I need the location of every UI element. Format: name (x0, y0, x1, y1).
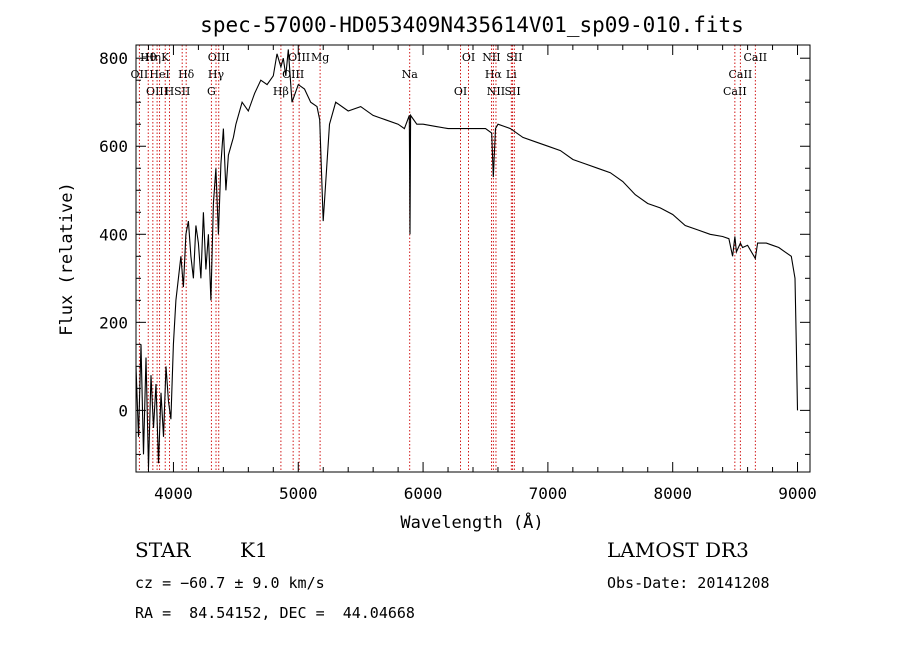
line-label: HeI (149, 68, 169, 81)
spectral-line-markers: Hθ OII OIII K HeI H Hη Hδ SII OIII Hγ G OIII OIII Hβ Mg… (131, 45, 767, 472)
chart-title: spec-57000-HD053409N435614V01_sp09-010.f… (200, 13, 744, 37)
y-tick-label: 200 (99, 313, 128, 332)
line-label: SII (506, 51, 522, 64)
line-label: Hα (485, 68, 503, 81)
coordinates: RA = 84.54152, DEC = 44.04668 (135, 604, 415, 622)
survey-name: LAMOST DR3 (607, 538, 749, 562)
y-axis-label: Flux (relative) (57, 182, 77, 336)
line-label: G (207, 85, 216, 98)
x-tick-label: 8000 (653, 484, 692, 503)
x-tick-label: 4000 (154, 484, 193, 503)
object-type: STAR (135, 538, 191, 562)
line-label: Na (402, 68, 419, 81)
line-label: Mg (311, 51, 329, 64)
line-label: Hθ (140, 51, 157, 64)
line-label: OIII (146, 85, 168, 98)
line-label: OII (131, 68, 149, 81)
line-label: OI (462, 51, 475, 64)
plot-frame (135, 44, 811, 473)
line-label: OIII (208, 51, 230, 64)
y-tick-label: 400 (99, 225, 128, 244)
line-label: CaII (743, 51, 767, 64)
line-label: Hδ (178, 68, 195, 81)
x-tick-label: 7000 (529, 484, 568, 503)
x-axis-label: Wavelength (Å) (400, 511, 543, 533)
y-tick-label: 600 (99, 137, 128, 156)
line-label: Hγ (208, 68, 225, 81)
spectrum-line (135, 49, 799, 468)
line-label: OI (454, 85, 467, 98)
x-tick-label: 6000 (404, 484, 443, 503)
y-tick-label: 800 (99, 49, 128, 68)
observation-date: Obs-Date: 20141208 (607, 574, 770, 592)
line-label: CaII (723, 85, 747, 98)
x-axis: 4000 5000 6000 7000 8000 9000 (147, 45, 817, 503)
line-label: SII (504, 85, 520, 98)
x-tick-label: 5000 (279, 484, 318, 503)
line-label: Hβ (273, 85, 289, 98)
line-label: CaII (729, 68, 753, 81)
y-axis: 0 200 400 600 800 (99, 49, 810, 455)
line-label: OIII (288, 51, 310, 64)
line-label: NII (487, 85, 505, 98)
line-label: NII (482, 51, 500, 64)
line-label: Li (506, 68, 517, 81)
x-tick-label: 9000 (778, 484, 817, 503)
line-label: K (161, 51, 170, 64)
line-label: H (165, 85, 175, 98)
line-label: SII (174, 85, 190, 98)
line-label: Hη (145, 51, 161, 64)
line-label: OIII (282, 68, 304, 81)
redshift-cz: cz = −60.7 ± 9.0 km/s (135, 574, 325, 592)
subclass: K1 (240, 538, 268, 562)
y-tick-label: 0 (118, 401, 128, 420)
